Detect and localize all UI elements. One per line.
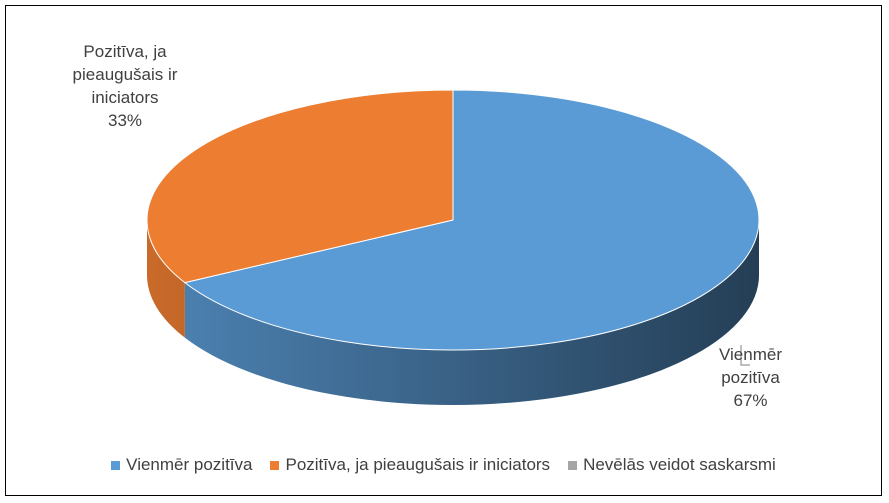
data-label: Pozitīva, ja pieaugušais ir iniciators 33… bbox=[55, 40, 195, 132]
data-label-value: 33% bbox=[107, 111, 143, 130]
data-label: Vienmēr pozitīva 67% bbox=[703, 343, 798, 412]
data-label-value: 67% bbox=[733, 391, 768, 410]
slice bbox=[183, 89, 760, 351]
slice-side-shade bbox=[147, 220, 185, 338]
legend-label: Vienmēr pozitīva bbox=[126, 455, 253, 474]
legend-item: Pozitīva, ja pieaugušais ir iniciators bbox=[270, 455, 550, 475]
legend-item: Nevēlās veidot saskarsmi bbox=[568, 455, 776, 475]
data-label-category: Vienmēr pozitīva bbox=[719, 345, 782, 387]
slice-side-shade bbox=[184, 220, 759, 405]
legend: Vienmēr pozitīva Pozitīva, ja pieaugušais… bbox=[5, 455, 882, 475]
leader-line bbox=[740, 345, 750, 366]
legend-swatch bbox=[568, 460, 578, 470]
chart-frame bbox=[5, 5, 882, 496]
slice bbox=[146, 89, 454, 284]
legend-label: Nevēlās veidot saskarsmi bbox=[583, 455, 776, 474]
legend-label: Pozitīva, ja pieaugušais ir iniciators bbox=[285, 455, 551, 474]
legend-swatch bbox=[270, 460, 280, 470]
data-label-category: Pozitīva, ja pieaugušais ir iniciators bbox=[72, 42, 178, 107]
legend-swatch bbox=[111, 460, 121, 470]
legend-item: Vienmēr pozitīva bbox=[111, 455, 252, 475]
